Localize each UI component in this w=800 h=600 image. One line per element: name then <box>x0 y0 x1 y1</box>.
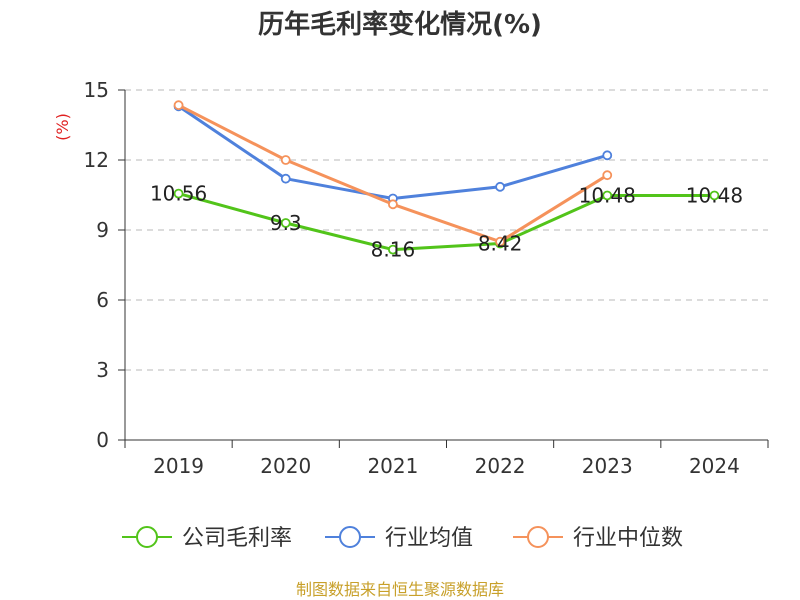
series-line-1 <box>177 104 609 200</box>
data-label-0-2: 8.16 <box>371 238 416 262</box>
data-point-0-1[interactable] <box>280 218 291 228</box>
data-label-0-1: 9.3 <box>270 211 302 235</box>
y-tick-label-4: 12 <box>84 148 109 172</box>
data-point-0-4[interactable] <box>602 190 613 201</box>
y-tick-label-2: 6 <box>96 288 109 312</box>
series-lines <box>173 100 720 255</box>
data-label-0-0: 10.56 <box>150 182 207 206</box>
data-point-2-0[interactable] <box>173 100 184 111</box>
data-point-2-2[interactable] <box>388 199 398 210</box>
y-tick-label-3: 9 <box>96 218 109 242</box>
x-tick-label-4: 2023 <box>582 454 633 478</box>
legend-item-2[interactable]: 行业中位数 <box>513 526 683 551</box>
legend-label-1: 行业均值 <box>385 526 473 551</box>
data-point-2-4[interactable] <box>602 170 613 181</box>
data-point-0-2[interactable] <box>388 244 398 255</box>
legend-swatch-marker-0 <box>136 526 158 548</box>
legend-item-1[interactable]: 行业均值 <box>325 526 473 551</box>
x-tick-label-5: 2024 <box>689 454 740 478</box>
data-point-2-3[interactable] <box>495 236 505 247</box>
x-tick-label-2: 2021 <box>367 454 418 478</box>
data-labels: 10.56 9.3 8.16 8.42 10.48 10.48 <box>150 182 743 262</box>
legend-swatch-marker-1 <box>339 526 361 548</box>
source-footer: 制图数据来自恒生聚源数据库 <box>296 580 504 599</box>
y-tick-label-5: 15 <box>84 78 109 102</box>
y-axis-label: (%) <box>53 113 72 141</box>
legend-item-0[interactable]: 公司毛利率 <box>122 526 292 551</box>
y-tick-label-1: 3 <box>96 358 109 382</box>
x-tick-label-0: 2019 <box>153 454 204 478</box>
grid-lines <box>125 89 768 371</box>
data-point-2-1[interactable] <box>280 155 291 165</box>
x-tick-label-1: 2020 <box>260 454 311 478</box>
data-point-0-0[interactable] <box>173 188 184 199</box>
legend[interactable]: 公司毛利率 行业均值 行业中位数 <box>122 526 683 551</box>
data-point-1-3[interactable] <box>495 181 505 192</box>
data-label-0-4: 10.48 <box>579 183 636 207</box>
series-line-0 <box>177 192 716 252</box>
chart-title: 历年毛利率变化情况(%) <box>258 9 542 40</box>
data-point-0-5[interactable] <box>709 190 720 201</box>
data-point-1-1[interactable] <box>280 173 291 184</box>
axes: 0 3 6 9 12 15 2019 2020 2021 2022 2023 2024 <box>84 78 769 478</box>
series-1 <box>173 101 613 204</box>
data-point-1-4[interactable] <box>602 150 613 161</box>
data-label-0-5: 10.48 <box>686 183 743 207</box>
legend-swatch-marker-2 <box>527 526 549 548</box>
series-2 <box>173 100 613 247</box>
data-label-0-3: 8.42 <box>478 232 523 256</box>
x-tick-label-3: 2022 <box>475 454 526 478</box>
y-tick-label-0: 0 <box>96 428 109 452</box>
legend-label-2: 行业中位数 <box>573 526 683 551</box>
legend-label-0: 公司毛利率 <box>182 526 292 551</box>
